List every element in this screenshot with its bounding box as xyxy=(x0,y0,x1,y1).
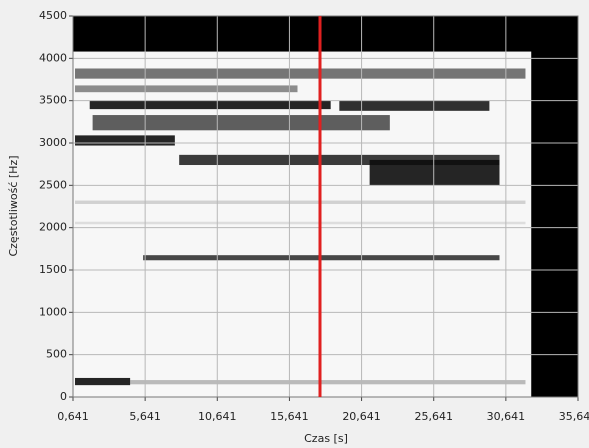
x-tick-label: 10,641 xyxy=(198,410,237,423)
y-tick-label: 500 xyxy=(46,348,67,361)
x-tick-label: 25,641 xyxy=(414,410,453,423)
x-axis-label: Czas [s] xyxy=(304,432,348,445)
spectrogram-cell xyxy=(89,100,331,110)
y-tick-label: 3500 xyxy=(39,94,67,107)
y-tick-label: 2500 xyxy=(39,178,67,191)
y-tick-label: 0 xyxy=(60,390,67,403)
plot-frame xyxy=(72,15,579,398)
spectrogram-cell xyxy=(179,154,500,166)
spectrogram-cell xyxy=(369,159,500,186)
x-tick-label: 35,641 xyxy=(559,410,589,423)
x-tick-label: 30,641 xyxy=(487,410,526,423)
spectrogram-cell xyxy=(339,100,490,111)
x-tick-label: 0,641 xyxy=(57,410,89,423)
spectrogram-cell xyxy=(75,135,175,146)
x-tick-label: 15,641 xyxy=(270,410,309,423)
spectrogram-cell xyxy=(75,68,526,79)
spectrogram-cell xyxy=(75,377,131,386)
y-tick-label: 1000 xyxy=(39,305,67,318)
y-tick-label: 1500 xyxy=(39,263,67,276)
spectrogram-cell xyxy=(75,85,298,93)
spectrogram-cell xyxy=(92,115,390,131)
x-tick-label: 5,641 xyxy=(129,410,161,423)
spectrogram-cell xyxy=(130,380,526,385)
spectrogram-cell xyxy=(75,200,526,204)
x-tick-label: 20,641 xyxy=(342,410,381,423)
y-tick-label: 2000 xyxy=(39,221,67,234)
y-tick-label: 3000 xyxy=(39,136,67,149)
y-axis-label: Częstotliwość [Hz] xyxy=(7,155,20,256)
spectrogram-cell xyxy=(75,221,526,225)
y-tick-label: 4000 xyxy=(39,51,67,64)
y-tick-label: 4500 xyxy=(39,9,67,22)
